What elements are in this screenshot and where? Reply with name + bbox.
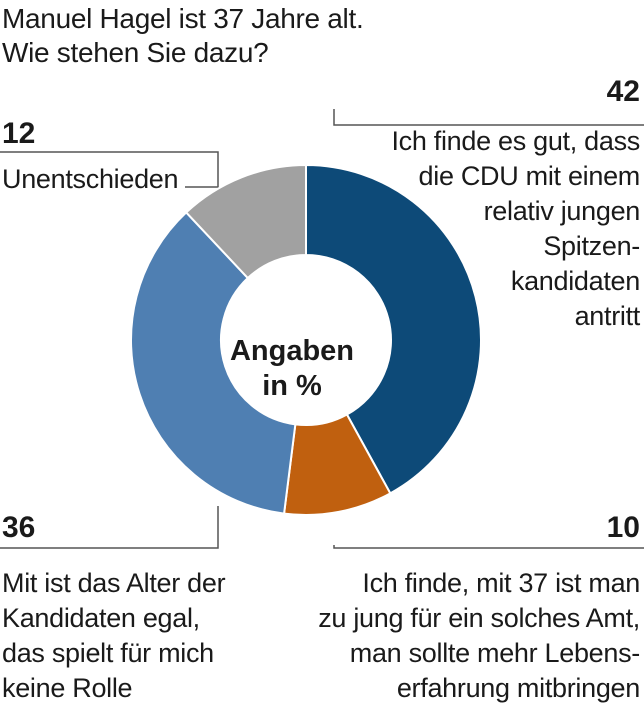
- slice-label-10: Ich finde, mit 37 ist man zu jung für ei…: [318, 566, 640, 706]
- leader-line-36: [0, 506, 219, 549]
- slice-label-42: Ich finde es gut, dass die CDU mit einem…: [391, 124, 640, 334]
- title-line-1: Manuel Hagel ist 37 Jahre alt.: [2, 3, 364, 34]
- slice-label-10-line-1: Ich finde, mit 37 ist man: [362, 568, 640, 598]
- slice-label-42-line-4: Spitzen-: [543, 231, 640, 261]
- slice-label-42-line-5: kandidaten: [510, 266, 640, 296]
- slice-label-10-line-2: zu jung für ein solches Amt,: [318, 603, 640, 633]
- slice-label-12-line-1: Unentschieden: [2, 164, 179, 194]
- slice-label-36-line-1: Mit ist das Alter der: [2, 568, 226, 598]
- slice-label-42-line-2: die CDU mit einem: [418, 161, 641, 191]
- leader-line-12: [0, 151, 219, 188]
- center-label: Angaben in %: [222, 334, 362, 404]
- slice-label-10-line-3: man sollte mehr Lebens-: [349, 638, 641, 668]
- slice-label-42-line-1: Ich finde es gut, dass: [391, 126, 640, 156]
- slice-label-42-line-6: antritt: [574, 301, 641, 331]
- leader-line-42: [333, 109, 644, 126]
- slice-label-12: Unentschieden: [2, 162, 179, 197]
- slice-label-10-line-4: erfahrung mitbringen: [396, 673, 640, 703]
- value-label-36: 36: [2, 511, 36, 544]
- donut-slice-42: [305, 163, 483, 495]
- leader-line-10: [333, 545, 644, 549]
- value-label-12: 12: [2, 117, 36, 150]
- chart-title: Manuel Hagel ist 37 Jahre alt. Wie stehe…: [2, 2, 602, 70]
- slice-label-36-line-2: Kandidaten egal,: [2, 603, 200, 633]
- title-line-2: Wie stehen Sie dazu?: [2, 37, 269, 68]
- donut-slice-36: [129, 211, 297, 515]
- slice-label-36: Mit ist das Alter der Kandidaten egal, d…: [2, 566, 226, 706]
- donut-slice-12: [184, 163, 307, 280]
- slice-label-42-line-3: relativ jungen: [483, 196, 641, 226]
- center-label-line-1: Angaben: [229, 335, 355, 367]
- slice-label-36-line-3: das spielt für mich: [2, 638, 214, 668]
- slice-label-36-line-4: keine Rolle: [2, 673, 133, 703]
- value-label-10: 10: [606, 511, 640, 544]
- center-label-line-2: in %: [262, 370, 322, 402]
- value-label-42: 42: [606, 75, 640, 108]
